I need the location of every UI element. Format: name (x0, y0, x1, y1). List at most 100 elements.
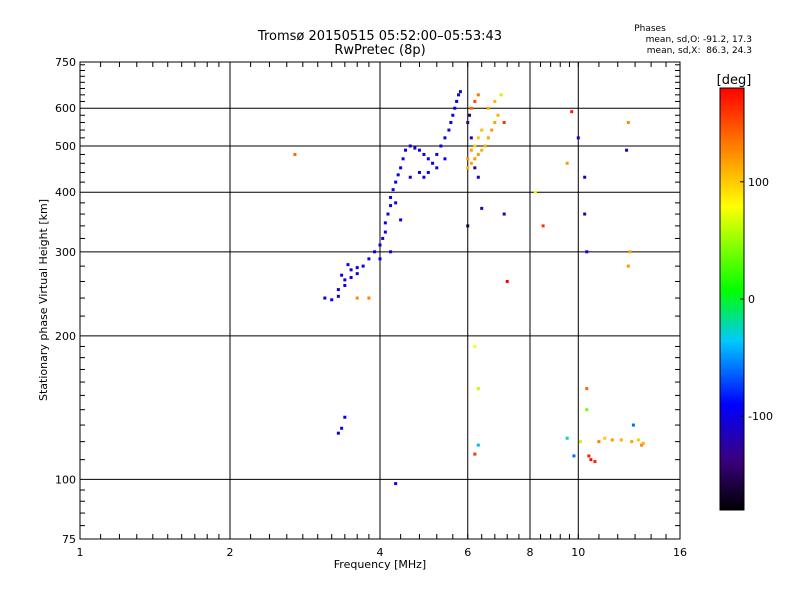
data-point (422, 152, 426, 156)
data-point (431, 161, 435, 165)
data-point (628, 250, 632, 254)
data-point (443, 136, 447, 140)
colorbar-ticks: 100 0 -100 (740, 176, 773, 423)
data-point (469, 106, 473, 110)
data-point (389, 250, 393, 254)
data-point (381, 236, 385, 240)
data-point (480, 128, 484, 132)
data-point (583, 175, 587, 179)
data-point (293, 152, 297, 156)
data-point (422, 175, 426, 179)
data-point (330, 298, 334, 302)
data-point (408, 144, 412, 148)
x-tick-label: 6 (464, 546, 471, 559)
data-point (355, 266, 359, 270)
data-point (473, 344, 477, 348)
data-point (603, 436, 607, 440)
data-point (486, 106, 490, 110)
data-point (447, 128, 451, 132)
data-point (466, 224, 470, 228)
data-point (597, 440, 601, 444)
data-point (389, 204, 393, 208)
x-axis-label: Frequency [MHz] (334, 558, 426, 571)
data-point (435, 152, 439, 156)
data-point (413, 146, 417, 150)
data-point (626, 121, 630, 125)
data-point (399, 218, 403, 222)
data-point (343, 278, 347, 282)
y-tick-label: 600 (55, 102, 76, 115)
data-point (394, 180, 398, 184)
data-point (408, 175, 412, 179)
data-point (340, 273, 344, 277)
data-point (585, 250, 589, 254)
plot-frame (79, 61, 681, 540)
data-point (361, 264, 365, 268)
data-point (399, 166, 403, 170)
data-point (640, 443, 644, 447)
data-point (378, 257, 382, 261)
x-tick-label: 10 (571, 546, 585, 559)
data-point (401, 157, 405, 161)
y-tick-label: 750 (55, 56, 76, 69)
data-point (383, 221, 387, 225)
data-point (383, 230, 387, 234)
data-point (349, 276, 353, 280)
data-point (378, 243, 382, 247)
data-point (631, 423, 635, 427)
data-point (476, 443, 480, 447)
data-point (636, 438, 640, 442)
data-point (336, 431, 340, 435)
chart-subtitle: RwPretec (8p) (334, 43, 425, 58)
data-point (449, 121, 453, 125)
data-point (336, 288, 340, 292)
data-point (473, 157, 477, 161)
colorbar-tick-label: 0 (748, 293, 755, 306)
chart-title: Tromsø 20150515 05:52:00–05:53:43 (257, 29, 502, 44)
data-point (583, 212, 587, 216)
data-point (505, 279, 509, 283)
data-point (367, 296, 371, 300)
data-point (466, 166, 470, 170)
data-point (570, 110, 574, 114)
data-point (476, 136, 480, 140)
colorbar-label: [deg] (717, 73, 752, 88)
data-point (576, 136, 580, 140)
data-point (391, 188, 395, 192)
data-point (417, 170, 421, 174)
y-tick-label: 75 (62, 533, 76, 546)
data-point (533, 190, 537, 194)
colorbar-tick-label: -100 (748, 410, 773, 423)
data-point (565, 436, 569, 440)
y-tick-label: 100 (55, 473, 76, 486)
data-point (426, 157, 430, 161)
y-tick-label: 200 (55, 330, 76, 343)
phases-heading: Phases (634, 24, 666, 34)
data-point (476, 152, 480, 156)
data-point (585, 387, 589, 391)
data-point (469, 161, 473, 165)
phases-o-mean-sd: mean, sd,O: -91.2, 17.3 (646, 35, 752, 45)
y-tick-label: 300 (55, 246, 76, 259)
data-point (473, 144, 477, 148)
data-point (483, 144, 487, 148)
data-point (572, 454, 576, 458)
data-point (340, 426, 344, 430)
data-point (417, 148, 421, 152)
phases-x-mean-sd: mean, sd,X: 86.3, 24.3 (647, 46, 752, 56)
data-point (473, 452, 477, 456)
data-point (394, 201, 398, 205)
data-points (293, 90, 645, 486)
colorbar-tick-label: 100 (748, 176, 769, 189)
data-point (349, 268, 353, 272)
data-point (476, 93, 480, 97)
data-point (593, 460, 597, 464)
data-point (502, 212, 506, 216)
data-point (453, 106, 457, 110)
y-axis-label: Stationary phase Virtual Height [km] (37, 199, 50, 401)
data-point (625, 148, 629, 152)
data-point (373, 250, 377, 254)
data-point (323, 296, 327, 300)
data-point (587, 454, 591, 458)
data-point (439, 144, 443, 148)
